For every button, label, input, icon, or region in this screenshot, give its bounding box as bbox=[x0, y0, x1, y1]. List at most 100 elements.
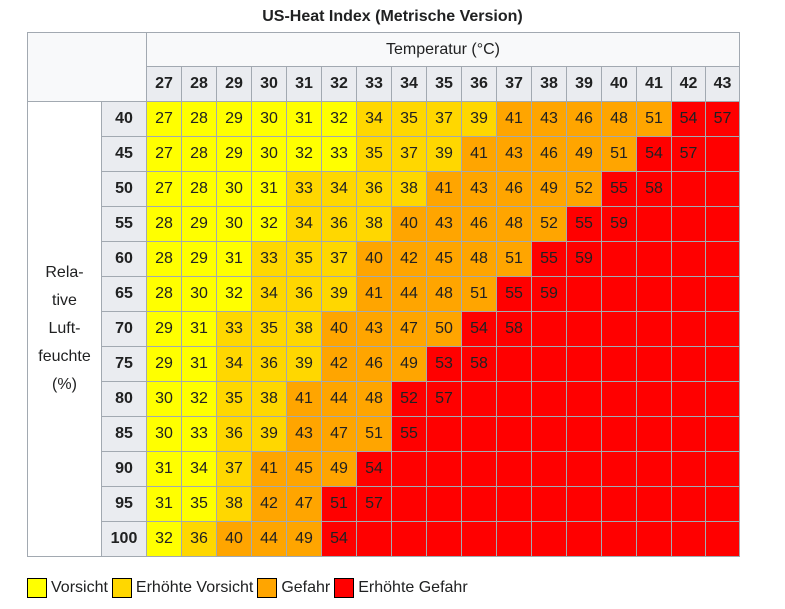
heat-index-cell: 29 bbox=[216, 101, 252, 137]
heat-index-cell: 45 bbox=[426, 241, 462, 277]
heat-index-cell: 39 bbox=[251, 416, 287, 452]
heat-index-cell: 36 bbox=[356, 171, 392, 207]
heat-index-cell: 41 bbox=[251, 451, 287, 487]
heat-index-cell: 40 bbox=[216, 521, 252, 557]
humidity-header: 85 bbox=[101, 416, 147, 452]
heat-index-cell: 31 bbox=[181, 346, 217, 382]
heat-index-cell: 28 bbox=[146, 206, 182, 242]
heat-index-cell: 33 bbox=[216, 311, 252, 347]
heat-index-cell: 41 bbox=[286, 381, 322, 417]
heat-index-cell: 52 bbox=[391, 381, 427, 417]
heat-index-cell: 41 bbox=[461, 136, 497, 172]
heat-index-cell: 41 bbox=[426, 171, 462, 207]
humidity-header: 55 bbox=[101, 206, 147, 242]
heat-index-cell: 55 bbox=[601, 171, 637, 207]
heat-index-cell bbox=[671, 381, 706, 417]
table-row: 50 27 28 30 31 33 34 36 38 41 43 46 49 52 55 58 bbox=[28, 171, 740, 207]
heat-index-cell: 36 bbox=[181, 521, 217, 557]
heat-index-cell: 32 bbox=[181, 381, 217, 417]
temperature-header: 38 bbox=[531, 66, 567, 102]
heat-index-cell: 48 bbox=[496, 206, 532, 242]
heat-index-cell: 32 bbox=[216, 276, 252, 312]
heat-index-cell: 33 bbox=[251, 241, 287, 277]
heat-index-cell: 31 bbox=[251, 171, 287, 207]
heat-index-cell: 54 bbox=[356, 451, 392, 487]
heat-index-cell: 28 bbox=[181, 136, 217, 172]
heat-index-cell: 59 bbox=[531, 276, 567, 312]
heat-index-cell bbox=[705, 276, 740, 312]
heat-index-cell: 36 bbox=[216, 416, 252, 452]
heat-index-cell bbox=[426, 521, 462, 557]
temperature-header: 30 bbox=[251, 66, 287, 102]
heat-index-cell: 58 bbox=[636, 171, 672, 207]
heat-index-cell: 49 bbox=[531, 171, 567, 207]
heat-index-cell: 47 bbox=[286, 486, 322, 522]
heat-index-cell bbox=[496, 521, 532, 557]
heat-index-cell bbox=[531, 486, 567, 522]
heat-index-cell: 35 bbox=[181, 486, 217, 522]
heat-index-cell bbox=[496, 346, 532, 382]
heat-index-cell: 55 bbox=[531, 241, 567, 277]
heat-index-cell: 34 bbox=[286, 206, 322, 242]
heat-index-cell: 59 bbox=[566, 241, 602, 277]
heat-index-cell bbox=[671, 486, 706, 522]
heat-index-cell: 38 bbox=[216, 486, 252, 522]
heat-index-cell bbox=[496, 451, 532, 487]
heat-index-cell: 51 bbox=[461, 276, 497, 312]
heat-index-cell: 36 bbox=[251, 346, 287, 382]
heat-index-cell: 31 bbox=[286, 101, 322, 137]
heat-index-cell bbox=[671, 311, 706, 347]
temperature-header: 33 bbox=[356, 66, 392, 102]
temperature-header: 41 bbox=[636, 66, 672, 102]
heat-index-cell bbox=[601, 451, 637, 487]
heat-index-cell: 35 bbox=[251, 311, 287, 347]
heat-index-cell bbox=[671, 416, 706, 452]
heat-index-cell: 27 bbox=[146, 171, 182, 207]
heat-index-cell: 51 bbox=[356, 416, 392, 452]
heat-index-cell: 29 bbox=[146, 346, 182, 382]
temperature-header: 32 bbox=[321, 66, 357, 102]
legend-item: Gefahr bbox=[257, 578, 330, 598]
heat-index-cell bbox=[636, 416, 672, 452]
heat-index-cell: 34 bbox=[216, 346, 252, 382]
heat-index-cell: 32 bbox=[251, 206, 287, 242]
heat-index-cell bbox=[531, 451, 567, 487]
heat-index-cell: 43 bbox=[461, 171, 497, 207]
heat-index-cell bbox=[705, 346, 740, 382]
heat-index-cell: 38 bbox=[286, 311, 322, 347]
heat-index-cell: 44 bbox=[251, 521, 287, 557]
heat-index-cell: 35 bbox=[216, 381, 252, 417]
legend-swatch bbox=[334, 578, 355, 598]
heat-index-cell: 43 bbox=[426, 206, 462, 242]
heat-index-cell: 52 bbox=[531, 206, 567, 242]
heat-index-cell: 50 bbox=[426, 311, 462, 347]
heat-index-cell: 51 bbox=[496, 241, 532, 277]
heat-index-cell: 51 bbox=[321, 486, 357, 522]
heat-index-cell: 35 bbox=[286, 241, 322, 277]
heat-index-cell: 40 bbox=[356, 241, 392, 277]
legend: Vorsicht Erhöhte Vorsicht Gefahr Erhöhte Ge… bbox=[27, 578, 472, 598]
heat-index-cell: 37 bbox=[426, 101, 462, 137]
heat-index-cell: 32 bbox=[286, 136, 322, 172]
legend-label: Gefahr bbox=[281, 579, 331, 596]
heat-index-cell: 51 bbox=[601, 136, 637, 172]
heat-index-cell bbox=[531, 416, 567, 452]
heat-index-cell: 27 bbox=[146, 101, 182, 137]
heat-index-cell: 48 bbox=[356, 381, 392, 417]
heat-index-cell: 49 bbox=[321, 451, 357, 487]
humidity-caption-line: tive bbox=[52, 292, 77, 309]
heat-index-cell bbox=[531, 346, 567, 382]
heat-index-cell: 34 bbox=[251, 276, 287, 312]
legend-label: Erhöhte Gefahr bbox=[358, 579, 468, 596]
heat-index-cell bbox=[391, 451, 427, 487]
temperature-header: 36 bbox=[461, 66, 497, 102]
heat-index-cell bbox=[671, 346, 706, 382]
heat-index-cell: 54 bbox=[461, 311, 497, 347]
heat-index-cell: 37 bbox=[216, 451, 252, 487]
humidity-caption-line: Luft- bbox=[48, 320, 81, 337]
humidity-header: 45 bbox=[101, 136, 147, 172]
heat-index-cell bbox=[566, 276, 602, 312]
heat-index-cell: 46 bbox=[496, 171, 532, 207]
heat-index-cell bbox=[391, 486, 427, 522]
temperature-header: 34 bbox=[391, 66, 427, 102]
